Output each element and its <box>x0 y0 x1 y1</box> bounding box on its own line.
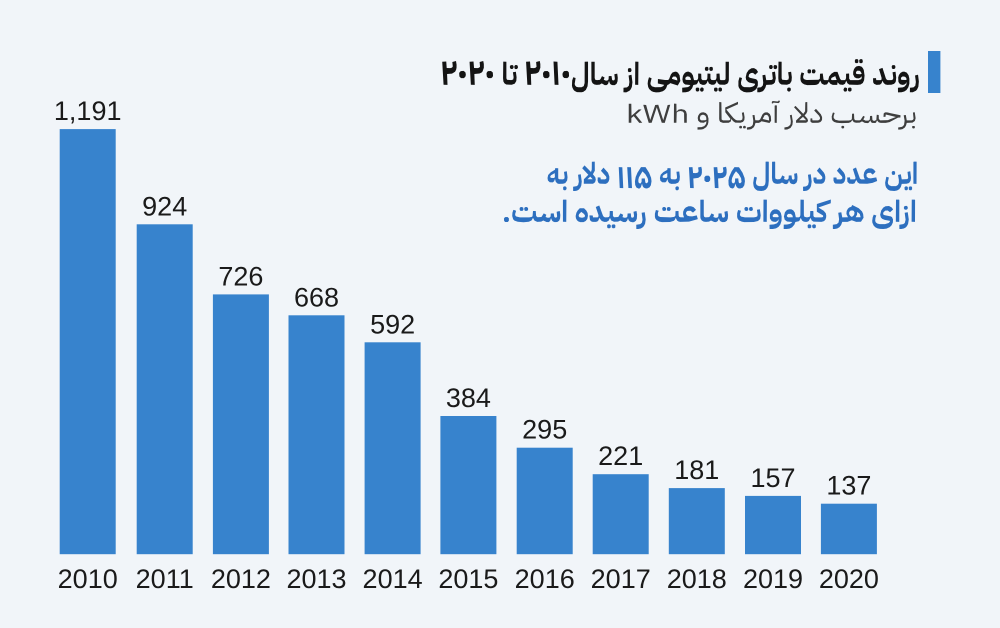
svg-text:2010: 2010 <box>58 564 118 594</box>
svg-text:2013: 2013 <box>286 564 346 594</box>
svg-text:2018: 2018 <box>667 564 727 594</box>
svg-text:2011: 2011 <box>136 564 194 594</box>
svg-text:157: 157 <box>750 463 795 493</box>
svg-text:2017: 2017 <box>591 564 651 594</box>
svg-text:2016: 2016 <box>515 564 575 594</box>
svg-text:2020: 2020 <box>819 564 879 594</box>
svg-text:221: 221 <box>598 441 643 471</box>
svg-text:137: 137 <box>826 471 871 501</box>
svg-text:592: 592 <box>370 309 415 339</box>
svg-text:384: 384 <box>446 383 491 413</box>
svg-text:2015: 2015 <box>438 564 498 594</box>
svg-text:668: 668 <box>294 282 339 312</box>
svg-text:181: 181 <box>674 455 719 485</box>
svg-text:726: 726 <box>218 261 263 291</box>
svg-text:2014: 2014 <box>363 564 423 594</box>
svg-text:2019: 2019 <box>743 564 803 594</box>
svg-text:1,191: 1,191 <box>54 96 122 126</box>
svg-text:295: 295 <box>522 415 567 445</box>
svg-text:2012: 2012 <box>211 564 271 594</box>
svg-text:924: 924 <box>142 191 187 221</box>
